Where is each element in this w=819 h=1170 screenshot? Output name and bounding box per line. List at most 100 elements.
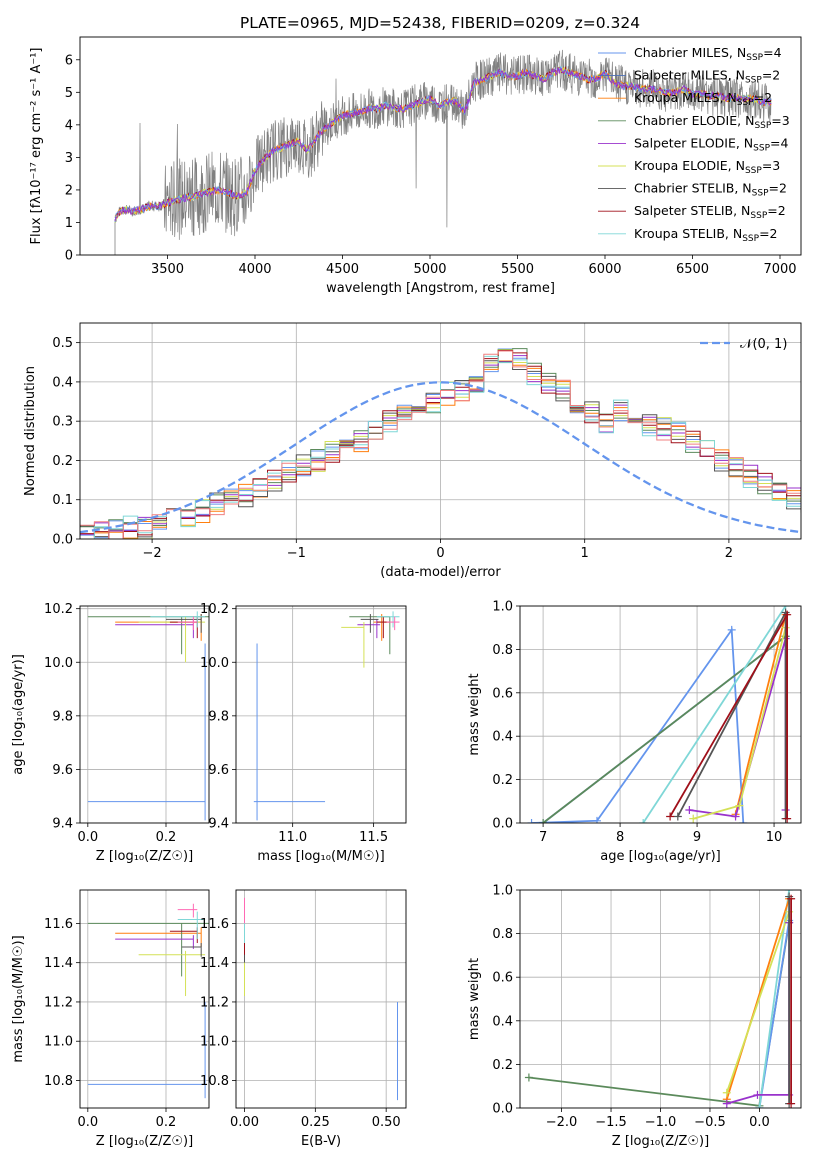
residuals-plot [80,323,801,539]
weight-marker-kroupa_stelib [639,819,648,823]
age_vs_z-xtick-label: 0.0 [77,830,98,845]
residuals-xtick-label: 2 [725,546,733,561]
legend-subscript: SSP [742,234,759,244]
weight-marker-salpeter_stelib [783,814,792,823]
weight_vs_z-xlabel: Z [log₁₀(Z/Z☉)] [612,1134,709,1149]
residuals-ytick-label: 0.5 [52,336,73,351]
weight_vs_age-plot [520,606,801,823]
weight-marker-salpeter_stelib [787,1099,796,1108]
weight_vs_z-frame [519,889,802,1109]
mass_vs_ebv-ytick-label: 11.2 [200,995,229,1010]
spectrum-xtick-label: 5500 [501,262,534,277]
mass_vs_ebv-ytick-label: 10.8 [200,1074,229,1089]
weight_vs_z-ytick-label: 0.4 [492,1014,513,1029]
spectrum-ytick-label: 6 [65,53,73,68]
weight_vs_age-xlabel: age [log₁₀(age/yr)] [600,849,721,864]
spectrum-xtick-label: 3500 [151,262,184,277]
residual-legend-entry: 𝒩(0, 1) [740,337,787,352]
weight_vs_age-ylabel: mass weight [467,673,482,755]
spectrum-xtick-label: 4500 [326,262,359,277]
weight_vs_z-ytick-label: 1.0 [492,884,513,899]
weight_vs_z-panel: −2.0 −1.5 −1.0 −0.5 0.0 0.0 0.2 0.4 0.6 0.8 1.0 Z [… [467,884,802,1149]
legend-subscript: SSP [745,166,762,176]
weight_vs_age-ytick-label: 0.0 [492,817,513,832]
mass_vs_ebv-ytick-label: 11.0 [200,1035,229,1050]
residuals-xtick-label: 1 [581,546,589,561]
legend-subscript: SSP [737,98,754,108]
legend-subscript: SSP [746,53,763,63]
age_vs_mass-xtick-label: 11.0 [278,830,307,845]
weight-line-kroupa_stelib [642,606,787,823]
spectrum-xtick-label: 7000 [763,262,796,277]
legend-suffix: =2 [759,226,777,241]
weight-line-kroupa_elodie [725,911,790,1093]
mass_vs_z-ytick-label: 11.0 [44,1035,73,1050]
age_vs_z-xtick-label: 0.2 [156,830,177,845]
spectrum-legend-entry: Chabrier MILES, NSSP=4 [634,45,782,63]
gaussian-curve [80,381,801,534]
weight_vs_age-panel: 7 8 9 10 0.0 0.2 0.4 0.6 0.8 1.0 age [log₁₀(age/yr… [467,600,802,864]
spectrum-legend-entry: Chabrier STELIB, NSSP=2 [634,181,787,199]
weight_vs_age-xtick-label: 9 [693,830,701,845]
spectrum-legend-entry: Salpeter ELODIE, NSSP=4 [634,135,789,153]
spectrum-xtick-label: 6000 [588,262,621,277]
weight_vs_age-xtick-label: 7 [539,830,547,845]
age_vs_mass-plot [236,606,406,823]
figure-title: PLATE=0965, MJD=52438, FIBERID=0209, z=0… [240,14,640,32]
weight_vs_z-ytick-label: 0.0 [492,1102,513,1117]
weight-line-salpeter_elodie [726,922,790,1105]
mass_vs_z-ytick-label: 11.4 [44,956,73,971]
residual-hist-salpeter_elodie [80,355,801,535]
spectrum-data-line [114,49,772,240]
spectrum-ytick-label: 0 [65,249,73,264]
weight_vs_z-ytick-label: 0.8 [492,927,513,942]
age_vs_z-panel: 0.0 0.2 9.4 9.6 9.8 10.0 10.2 Z [log₁₀(Z/Z☉)] ag… [11,602,210,864]
age_vs_z-ytick-label: 9.8 [52,709,73,724]
legend-suffix: =3 [762,158,780,173]
weight-line-chabrier_elodie [542,635,787,823]
legend-subscript: SSP [754,121,771,131]
weight-marker-salpeter_stelib [787,894,796,903]
weight-marker-kroupa_stelib [755,1104,764,1108]
age_vs_mass-ytick-label: 10.0 [200,656,229,671]
age_vs_z-ytick-label: 10.0 [44,656,73,671]
weight-marker-kroupa_elodie [735,801,744,810]
spectrum-plot [114,49,772,255]
legend-suffix: =2 [769,181,787,196]
weight_vs_age-ytick-label: 0.8 [492,643,513,658]
weight-marker-chabrier_miles [527,819,536,823]
mass_vs_ebv-xtick-label: 0.00 [230,1115,259,1130]
mass_vs_z-xtick-label: 0.2 [156,1115,177,1130]
mass_vs_z-xtick-label: 0.0 [77,1115,98,1130]
legend-subscript: SSP [752,189,769,199]
legend-suffix: =4 [770,135,788,150]
age_vs_z-frame [79,605,210,824]
age_vs_z-ytick-label: 9.4 [52,817,73,832]
legend-subscript: SSP [753,143,770,153]
residuals-ytick-label: 0.3 [52,415,73,430]
spectrum-ytick-label: 3 [65,151,73,166]
weight_vs_z-ytick-label: 0.6 [492,971,513,986]
age_vs_z-plot [80,606,209,823]
weight_vs_z-ylabel: mass weight [467,958,482,1040]
weight_vs_age-ytick-label: 0.4 [492,730,513,745]
spectrum-xtick-label: 6500 [676,262,709,277]
weight-marker-chabrier_miles [727,625,736,634]
residual-hist-kroupa_miles [80,360,801,539]
weight-marker-salpeter_elodie [685,805,694,814]
mass_vs_z-frame [79,889,210,1109]
age_vs_mass-xlabel: mass [log₁₀(M/M☉)] [257,849,384,864]
weight-marker-chabrier_elodie [524,1073,533,1082]
age_vs_mass-panel: 11.0 11.5 9.4 9.6 9.8 10.0 10.2 mass [log₁₀(M/M… [200,602,407,864]
residuals-xtick-label: −1 [287,546,306,561]
weight-line-chabrier_elodie [528,922,790,1107]
spectrum-ytick-label: 4 [65,118,73,133]
weight_vs_z-xtick-label: −1.5 [595,1115,627,1130]
mass_vs_ebv-xtick-label: 0.50 [372,1115,401,1130]
spectrum-xtick-label: 4000 [238,262,271,277]
spectrum-frame [79,36,802,256]
weight_vs_age-ytick-label: 0.6 [492,686,513,701]
age_vs_z-ylabel: age [log₁₀(age/yr)] [11,654,26,775]
mass_vs_ebv-xlabel: E(B-V) [301,1134,341,1149]
